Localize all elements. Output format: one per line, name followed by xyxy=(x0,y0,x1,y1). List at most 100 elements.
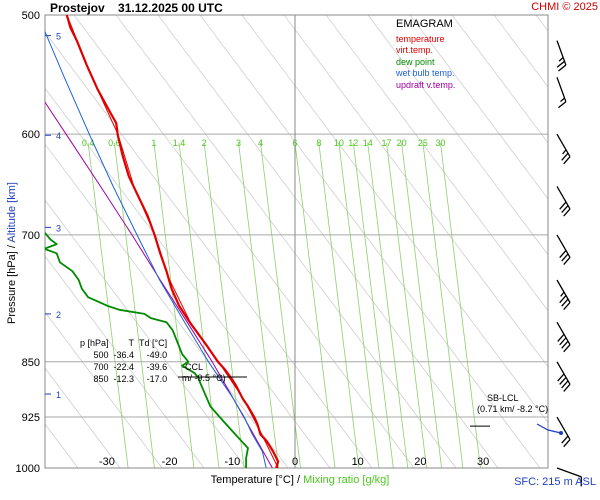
dry-adiabat-line xyxy=(325,15,548,312)
dry-adiabat-line xyxy=(45,199,247,468)
mixing-ratio-label: 20 xyxy=(397,138,407,148)
wind-barb-half-flag xyxy=(560,97,565,103)
mixing-ratio-label: 14 xyxy=(363,138,373,148)
pressure-tick-label: 1000 xyxy=(16,463,40,475)
wind-barb-flag xyxy=(561,380,569,389)
mixing-ratio-line xyxy=(153,142,195,468)
dry-adiabat-line xyxy=(45,87,331,468)
table-header: p [hPa] xyxy=(80,338,109,348)
mixing-ratio-line xyxy=(338,142,380,468)
mixing-ratio-line xyxy=(367,142,409,468)
wind-barb xyxy=(556,321,571,353)
wind-barb-flag xyxy=(563,208,571,217)
table-row: 700 -22.4 -39.6 xyxy=(80,361,172,373)
table-cell: -17.0 xyxy=(146,374,168,384)
wind-barb-staff xyxy=(556,133,571,157)
y-axis-title-pressure: Pressure [hPa] xyxy=(6,251,18,324)
wind-barb-flag xyxy=(557,333,565,342)
dry-adiabat-line xyxy=(45,255,205,468)
y-axis-title-altitude: Altitude [km] xyxy=(6,182,18,243)
mixing-ratio-label: 1.4 xyxy=(173,138,186,148)
wind-barb xyxy=(556,467,583,487)
wind-barb-flag xyxy=(558,101,567,109)
mixing-ratio-label: 2 xyxy=(202,138,207,148)
table-cell: 700 xyxy=(93,362,109,372)
wind-barb-flag xyxy=(556,60,565,68)
wind-barb-flag xyxy=(561,253,569,262)
x-axis-title-separator: / xyxy=(293,474,304,486)
x-axis-title-mixing-ratio: Mixing ratio [g/kg] xyxy=(303,474,390,486)
wind-barb-staff xyxy=(556,279,571,303)
sblcl-label: SB-LCL xyxy=(487,393,519,403)
dry-adiabat-line xyxy=(283,15,548,368)
table-row: 850 -12.3 -17.0 xyxy=(80,373,172,385)
mixing-ratio-line xyxy=(422,142,464,468)
dry-adiabat-line xyxy=(409,15,548,200)
sblcl-annotation: SB-LCL (0.71 km/ -8.2 °C) xyxy=(477,393,548,415)
wind-barb-flag xyxy=(561,340,569,349)
wind-barb-staff xyxy=(556,234,571,258)
mixing-ratio-line xyxy=(260,142,301,468)
mixing-ratio-label: 17 xyxy=(382,138,392,148)
pressure-tick-label: 600 xyxy=(22,129,40,141)
wind-barb-flag xyxy=(563,302,571,311)
table-header-row: p [hPa] T Td [°C] xyxy=(80,337,172,349)
altitude-tick-label: 4 xyxy=(56,131,61,141)
table-cell: -39.6 xyxy=(146,362,168,372)
wind-barb-staff xyxy=(556,467,582,478)
wind-barb-staff xyxy=(556,321,571,346)
mixing-ratio-label: 1 xyxy=(151,138,156,148)
table-cell: 500 xyxy=(93,350,109,360)
dry-adiabat-line xyxy=(45,31,373,468)
wind-barb-flag xyxy=(559,201,567,210)
table-header: T xyxy=(128,338,135,348)
mixing-ratio-label: 12 xyxy=(348,138,358,148)
x-tick-label: -20 xyxy=(162,456,178,468)
wind-barb-flag xyxy=(561,298,569,307)
x-tick-label: -10 xyxy=(224,456,240,468)
series-line-virt-temp xyxy=(66,15,279,468)
copyright-text: CHMI © 2025 xyxy=(531,1,598,13)
hodograph-line xyxy=(536,423,562,434)
wind-barb-flag xyxy=(563,344,571,353)
table-header: Td [°C] xyxy=(139,338,168,348)
ccl-value: m/ -9.5 °C) xyxy=(182,373,226,383)
mixing-ratio-line xyxy=(178,142,220,468)
mixing-ratio-label: 0.6 xyxy=(108,138,121,148)
pressure-tick-label: 850 xyxy=(22,357,40,369)
wind-barb-staff xyxy=(556,416,571,440)
pressure-tick-label: 925 xyxy=(22,412,40,424)
hodograph-point xyxy=(559,431,563,435)
legend-item-temperature: temperature xyxy=(396,33,445,44)
wind-barb-flag xyxy=(561,152,569,161)
wind-barb-half-flag xyxy=(558,57,564,62)
sounding-table: p [hPa] T Td [°C] 500 -36.4 -49.0 700 -2… xyxy=(80,337,172,385)
wind-barb-flag xyxy=(559,337,567,346)
wind-barb-staff xyxy=(556,77,567,102)
legend-title: EMAGRAM xyxy=(396,18,453,30)
series-line-dew-point xyxy=(45,231,249,468)
wind-barb-flag xyxy=(563,383,571,392)
series-line-temperature xyxy=(65,15,280,468)
ccl-label: -CCL xyxy=(182,362,204,372)
wind-barb xyxy=(556,186,571,217)
wind-barb-flag xyxy=(559,376,567,385)
wind-barb-flag xyxy=(563,439,571,448)
legend-item-wet-bulb: wet bulb temp. xyxy=(396,68,455,78)
sblcl-value: (0.71 km/ -8.2 °C) xyxy=(477,404,549,414)
wind-barb-flag xyxy=(561,205,569,214)
y-axis-title-separator: / xyxy=(6,242,18,252)
wind-barb-flag xyxy=(559,295,567,304)
station-title: Prostejov 31.12.2025 00 UTC xyxy=(50,1,223,15)
legend-item-virtual-temperature: virt.temp. xyxy=(396,45,434,55)
x-tick-label: 10 xyxy=(352,456,364,468)
y-axis-title: Pressure [hPa] / Altitude [km] xyxy=(6,133,18,373)
mixing-ratio-line xyxy=(203,142,245,468)
mixing-ratio-line xyxy=(352,142,394,468)
dry-adiabat-line xyxy=(45,143,289,468)
mixing-ratio-line xyxy=(401,142,442,468)
dry-adiabat-line xyxy=(578,15,600,468)
altitude-tick-label: 5 xyxy=(56,32,61,42)
wind-barb-staff xyxy=(556,40,567,66)
wind-barb-staff xyxy=(556,361,571,385)
